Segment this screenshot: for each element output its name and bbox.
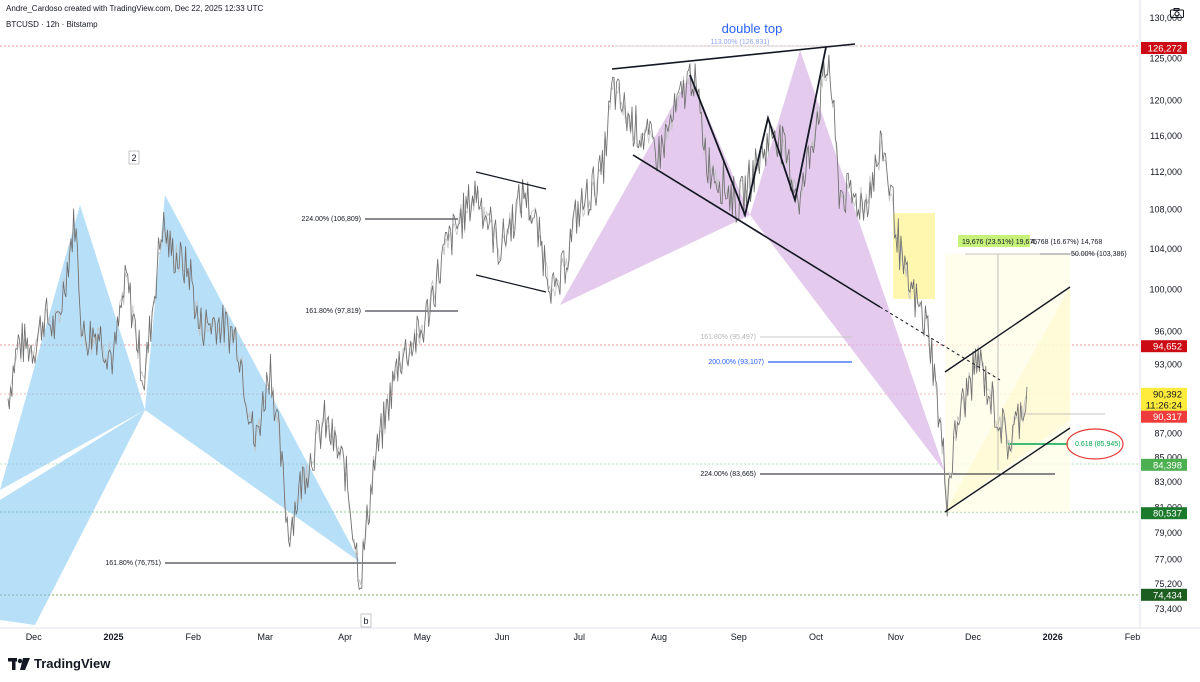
price-label-text: 126,272	[1148, 44, 1182, 55]
y-tick-label: 77,000	[1154, 555, 1182, 565]
y-tick-label: 93,000	[1154, 359, 1182, 369]
fib-224-b-label: 224.00% (83,665)	[700, 471, 756, 478]
fib-1618-b-label: 161.80% (76,751)	[105, 560, 161, 567]
y-tick-label: 87,000	[1154, 428, 1182, 438]
x-tick-label: Dec	[965, 632, 982, 642]
flag-upper	[475, 171, 547, 190]
price-label-box	[1141, 42, 1187, 54]
x-tick-label: 2025	[103, 632, 123, 642]
measure-label-b: 4,768 (16.67%) 14,768	[1031, 239, 1102, 246]
y-tick-label: 83,000	[1154, 477, 1182, 487]
y-tick-label: 116,000	[1150, 131, 1182, 141]
price-axis[interactable]: 130,000 125,000 120,000 116,000 112,000 108,0…	[1149, 13, 1182, 614]
price-label-box	[1141, 507, 1187, 520]
wave-b-box	[360, 613, 372, 628]
y-tick-label: 104,000	[1149, 244, 1182, 254]
y-tick-label: 73,400	[1154, 604, 1182, 614]
x-tick-label: Dec	[26, 632, 43, 642]
double-top-label: double top	[722, 21, 783, 36]
symbol-line: BTCUSD · 12h · Bitstamp	[6, 20, 98, 29]
fib-1618-a-label: 161.80% (97,819)	[305, 308, 361, 315]
x-tick-label: Sep	[731, 632, 747, 642]
measure-box	[958, 235, 1030, 247]
measure-label: 19,676 (23.51%) 19,676	[962, 239, 1037, 246]
wave-b-label: b	[363, 616, 368, 626]
target-ellipse[interactable]	[1066, 428, 1124, 460]
x-tick-label: Nov	[888, 632, 905, 642]
logo-text: TradingView	[34, 656, 111, 671]
channel-lower	[944, 427, 1071, 513]
fib-200-label: 200.00% (93,107)	[708, 359, 764, 366]
y-tick-label: 108,000	[1149, 205, 1182, 215]
price-labels: 126,27294,65290,39211:26:2490,31784,3988…	[1141, 42, 1187, 601]
y-tick-label: 125,000	[1149, 54, 1182, 64]
fib-lines[interactable]	[165, 45, 1070, 564]
blue-pattern-base	[0, 410, 145, 625]
y-tick-label: 120,000	[1149, 96, 1182, 106]
purple-pattern-bcd	[750, 50, 945, 472]
blue-pattern-xab	[0, 205, 145, 490]
price-label-text: 94,652	[1153, 342, 1182, 353]
price-label-text: 90,392	[1153, 389, 1182, 400]
x-tick-label: Apr	[338, 632, 352, 642]
price-label-box	[1141, 458, 1187, 471]
tradingview-logo[interactable]: TradingView	[8, 656, 110, 671]
y-tick-label: 96,000	[1154, 327, 1182, 337]
y-tick-label: 85,000	[1154, 453, 1182, 463]
y-tick-label: 79,000	[1154, 528, 1182, 538]
creator-line: Andre_Cardoso created with TradingView.c…	[6, 4, 264, 13]
price-label-text: 11:26:24	[1146, 400, 1182, 411]
price-label-box	[1141, 588, 1187, 601]
y-tick-label: 112,000	[1150, 167, 1182, 177]
wave-2-box	[128, 150, 140, 165]
price-label-text: 84,398	[1153, 460, 1182, 471]
fib-224-a-label: 224.00% (106,809)	[301, 216, 361, 223]
x-tick-label: Feb	[1125, 632, 1141, 642]
tradingview-logo-icon	[8, 657, 30, 670]
x-tick-label: Jul	[574, 632, 586, 642]
y-tick-label: 130,000	[1149, 13, 1182, 23]
price-label-box	[1141, 410, 1187, 423]
x-tick-label: Mar	[258, 632, 274, 642]
time-axis[interactable]: Dec 2025 Feb Mar Apr May Jun Jul Aug Sep Oct Nov Dec…	[26, 632, 1141, 642]
price-label-text: 80,537	[1153, 509, 1182, 520]
double-top-w-shape	[689, 46, 827, 219]
y-tick-label: 75,200	[1154, 579, 1182, 589]
x-tick-label: May	[414, 632, 432, 642]
x-tick-label: Jun	[495, 632, 510, 642]
fib-0618-label: 0.618 (85,945)	[1075, 441, 1121, 448]
x-tick-label: 2026	[1043, 632, 1063, 642]
x-tick-label: Feb	[186, 632, 202, 642]
flag-lower	[475, 274, 547, 293]
fib-1618-c-label: 161.80% (95,497)	[700, 334, 756, 341]
camera-icon[interactable]	[1170, 8, 1184, 18]
price-label-box	[1141, 340, 1187, 353]
projection-wedge	[945, 287, 1070, 512]
price-label-text: 90,317	[1153, 412, 1182, 423]
channel-upper	[944, 286, 1071, 373]
x-tick-label: Oct	[809, 632, 824, 642]
trendlines[interactable]	[475, 43, 1071, 513]
fib-50-label: 50.00% (103,386)	[1071, 251, 1127, 258]
x-tick-label: Aug	[651, 632, 667, 642]
price-label-box	[1141, 387, 1187, 400]
price-label-box	[1141, 398, 1187, 411]
fib-113-label: 113.00% (126,831)	[710, 39, 769, 46]
price-series	[7, 54, 1028, 591]
price-line	[7, 54, 1028, 591]
wave-2-label: 2	[131, 153, 136, 163]
trendline-neckline	[632, 154, 881, 308]
y-tick-label: 100,000	[1149, 284, 1182, 294]
trendline-double-top-upper	[611, 43, 856, 70]
price-label-text: 74,434	[1153, 590, 1182, 601]
